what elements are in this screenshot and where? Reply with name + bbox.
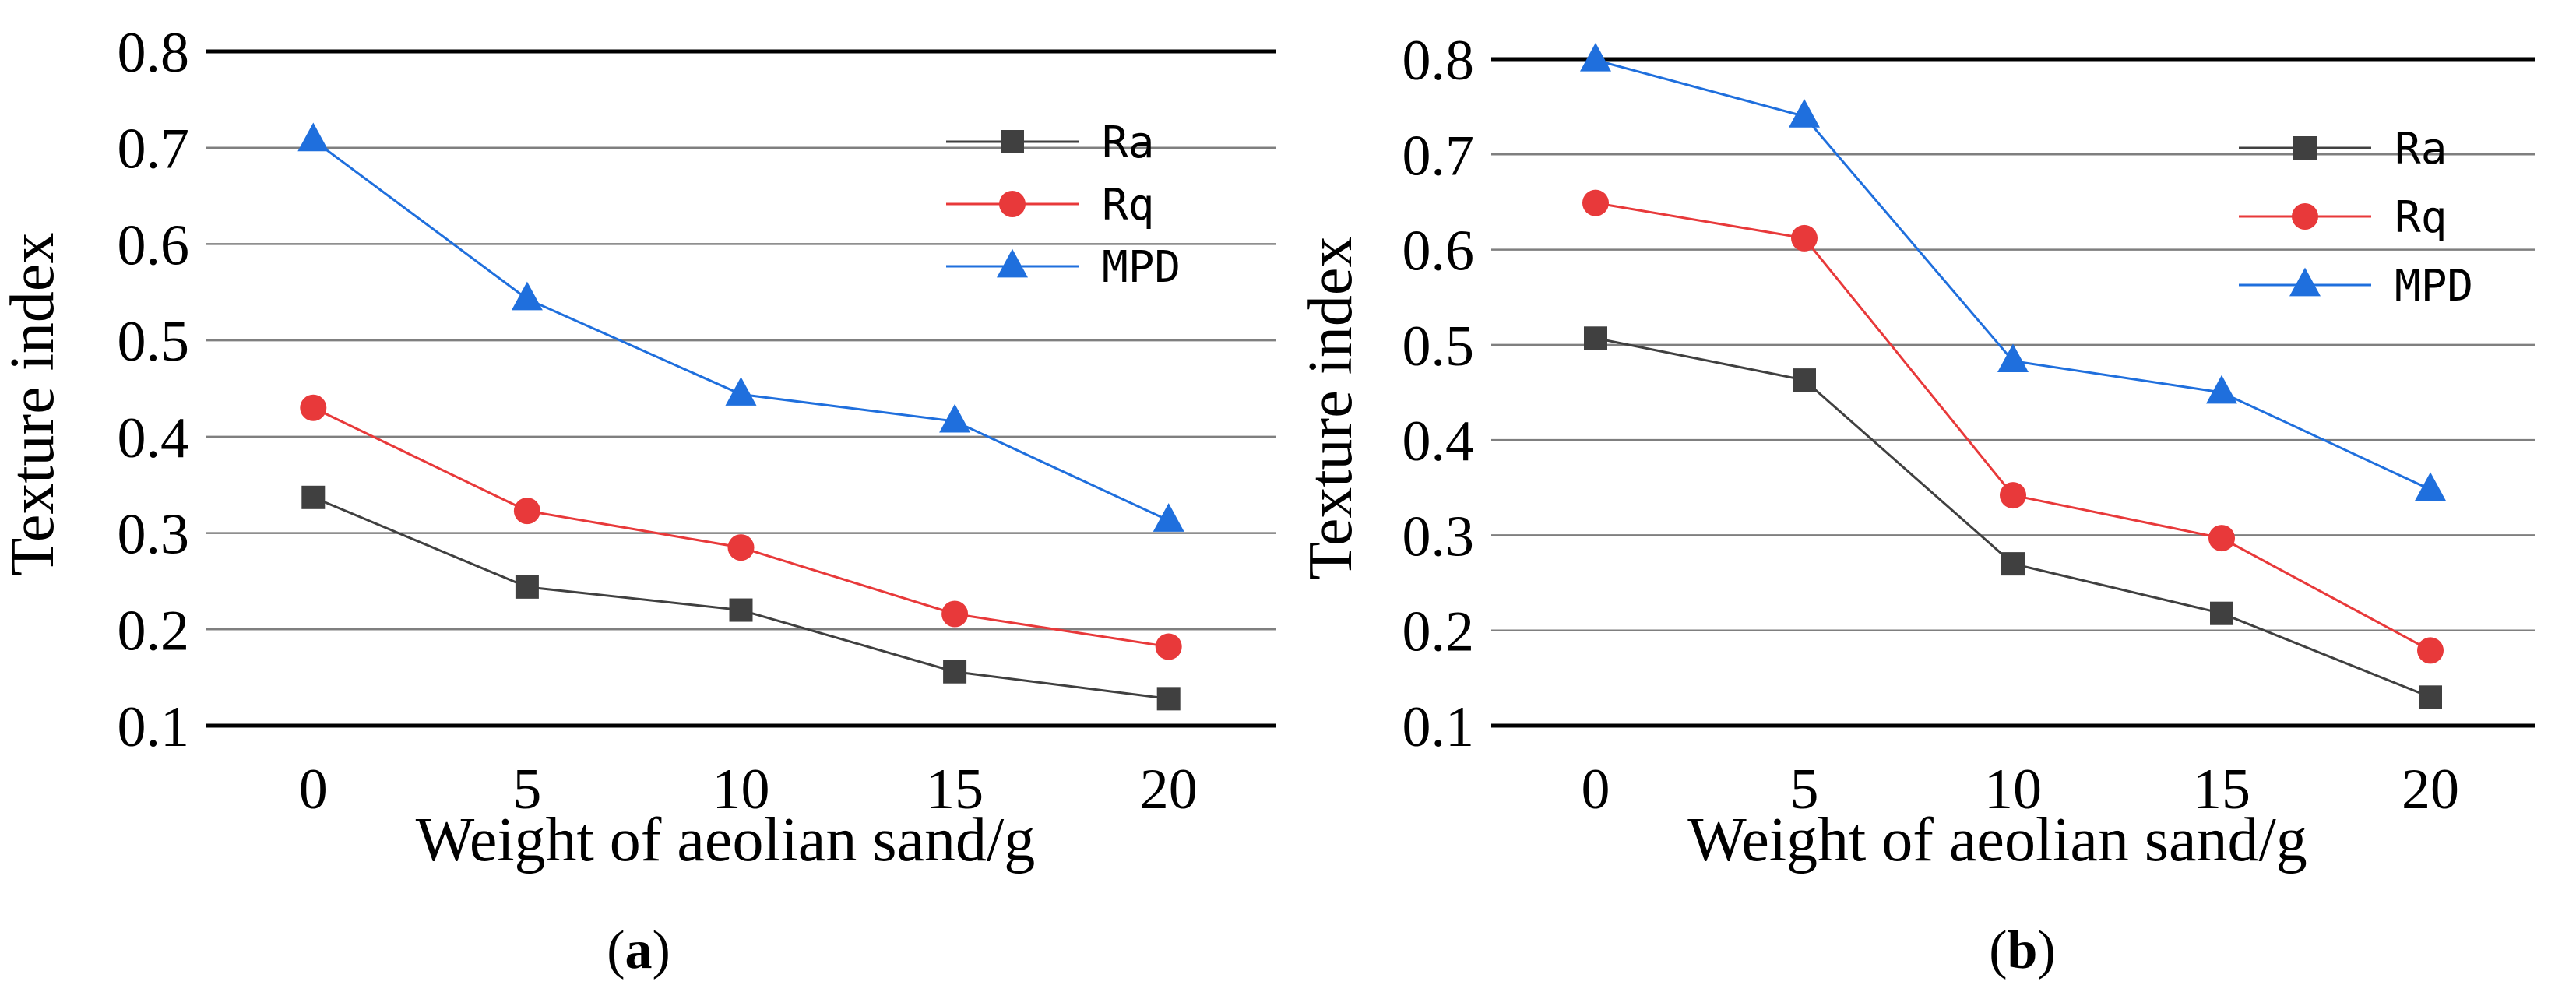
y-tick-label: 0.4 bbox=[118, 406, 190, 470]
data-point-Rq bbox=[513, 498, 540, 525]
data-point-Ra bbox=[2210, 601, 2233, 625]
series-Rq bbox=[300, 394, 1182, 660]
y-tick-label: 0.7 bbox=[1402, 124, 1475, 188]
x-axis-title: Weight of aeolian sand/g bbox=[416, 806, 1036, 874]
y-tick-label: 0.2 bbox=[1402, 600, 1475, 664]
data-point-Ra bbox=[943, 660, 967, 684]
series-Ra bbox=[301, 485, 1181, 711]
data-point-Rq bbox=[727, 534, 755, 561]
panel-label: (a) bbox=[607, 920, 670, 980]
legend-marker-Rq bbox=[999, 191, 1026, 217]
x-tick-label: 10 bbox=[1984, 758, 2042, 821]
data-point-Ra bbox=[1793, 368, 1816, 392]
data-point-Rq bbox=[2208, 525, 2235, 552]
data-point-Rq bbox=[1155, 633, 1182, 660]
y-tick-label: 0.1 bbox=[118, 695, 190, 759]
x-tick-label: 20 bbox=[2402, 758, 2459, 821]
y-tick-label: 0.8 bbox=[1402, 29, 1475, 93]
series-MPD bbox=[1580, 42, 2446, 501]
x-tick-label: 0 bbox=[299, 758, 328, 821]
x-tick-label: 0 bbox=[1582, 758, 1610, 821]
legend: Ra Rq MPD bbox=[946, 118, 1181, 293]
data-point-Rq bbox=[2417, 637, 2444, 664]
legend-marker-Rq bbox=[2292, 203, 2318, 230]
y-tick-label: 0.5 bbox=[1402, 315, 1475, 378]
data-point-MPD bbox=[1153, 503, 1184, 532]
y-tick-label: 0.6 bbox=[1402, 220, 1475, 283]
x-tick-label: 15 bbox=[2193, 758, 2250, 821]
x-tick-label: 10 bbox=[713, 758, 770, 821]
data-point-Ra bbox=[2001, 552, 2025, 576]
data-point-Rq bbox=[300, 394, 327, 421]
y-tick-label: 0.7 bbox=[118, 118, 190, 181]
data-point-Ra bbox=[2419, 685, 2442, 709]
panel-label: (b) bbox=[1989, 920, 2056, 980]
legend-marker-MPD bbox=[2289, 267, 2321, 297]
data-point-Ra bbox=[729, 598, 753, 622]
y-tick-label: 0.6 bbox=[118, 213, 190, 277]
y-tick-label: 0.5 bbox=[118, 310, 190, 374]
series-line-Ra bbox=[1595, 336, 2431, 698]
x-tick-label: 15 bbox=[926, 758, 984, 821]
legend-label-Rq: Rq bbox=[2395, 192, 2447, 243]
series-line-Ra bbox=[312, 496, 1169, 700]
data-point-Ra bbox=[515, 575, 539, 599]
data-point-Rq bbox=[941, 600, 969, 628]
data-point-MPD bbox=[939, 403, 971, 433]
legend-label-Ra: Ra bbox=[1102, 118, 1154, 168]
data-point-MPD bbox=[297, 122, 329, 152]
y-tick-label: 0.8 bbox=[118, 21, 190, 85]
y-tick-label: 0.4 bbox=[1402, 410, 1475, 473]
legend-label-MPD: MPD bbox=[2395, 261, 2473, 311]
data-point-MPD bbox=[511, 281, 543, 311]
data-point-Rq bbox=[1582, 189, 1609, 216]
legend-marker-Ra bbox=[1001, 130, 1024, 153]
x-tick-label: 5 bbox=[512, 758, 541, 821]
data-point-Ra bbox=[1584, 326, 1607, 350]
y-tick-label: 0.3 bbox=[1402, 505, 1475, 568]
data-point-MPD bbox=[1580, 42, 1611, 72]
legend-marker-MPD bbox=[997, 248, 1028, 278]
data-point-MPD bbox=[1997, 343, 2029, 373]
data-point-Rq bbox=[2000, 482, 2026, 509]
series-MPD bbox=[297, 122, 1184, 532]
legend-label-MPD: MPD bbox=[1102, 242, 1181, 293]
legend-label-Rq: Rq bbox=[1102, 180, 1154, 230]
series-Rq bbox=[1582, 189, 2444, 664]
chart-panel-a: 0.1 0.2 0.3 0.4 0.5 0.6 0.7 0.8 0 5 10 15 20 Weight o… bbox=[0, 21, 1276, 980]
y-tick-label: 0.1 bbox=[1402, 695, 1475, 759]
y-tick-label: 0.2 bbox=[118, 599, 190, 663]
data-point-MPD bbox=[2206, 375, 2237, 404]
data-point-MPD bbox=[1789, 99, 1820, 128]
x-axis-title: Weight of aeolian sand/g bbox=[1687, 806, 2307, 874]
data-point-MPD bbox=[2415, 472, 2446, 501]
y-axis-title: Texture index bbox=[1297, 237, 1365, 580]
legend-label-Ra: Ra bbox=[2395, 124, 2447, 174]
y-axis-title: Texture index bbox=[0, 233, 67, 576]
data-point-Ra bbox=[301, 485, 326, 509]
y-tick-label: 0.3 bbox=[118, 503, 190, 567]
series-line-MPD bbox=[312, 139, 1170, 522]
data-point-Ra bbox=[1156, 687, 1181, 711]
data-point-Rq bbox=[1791, 224, 1818, 252]
data-point-MPD bbox=[725, 377, 757, 406]
x-tick-label: 20 bbox=[1140, 758, 1198, 821]
legend-marker-Ra bbox=[2293, 136, 2317, 160]
chart-panel-b: 0.1 0.2 0.3 0.4 0.5 0.6 0.7 0.8 0 5 10 15 20 Weight o… bbox=[1297, 29, 2535, 980]
x-tick-label: 5 bbox=[1790, 758, 1819, 821]
series-Ra bbox=[1584, 326, 2442, 709]
legend: Ra Rq MPD bbox=[2239, 124, 2473, 311]
